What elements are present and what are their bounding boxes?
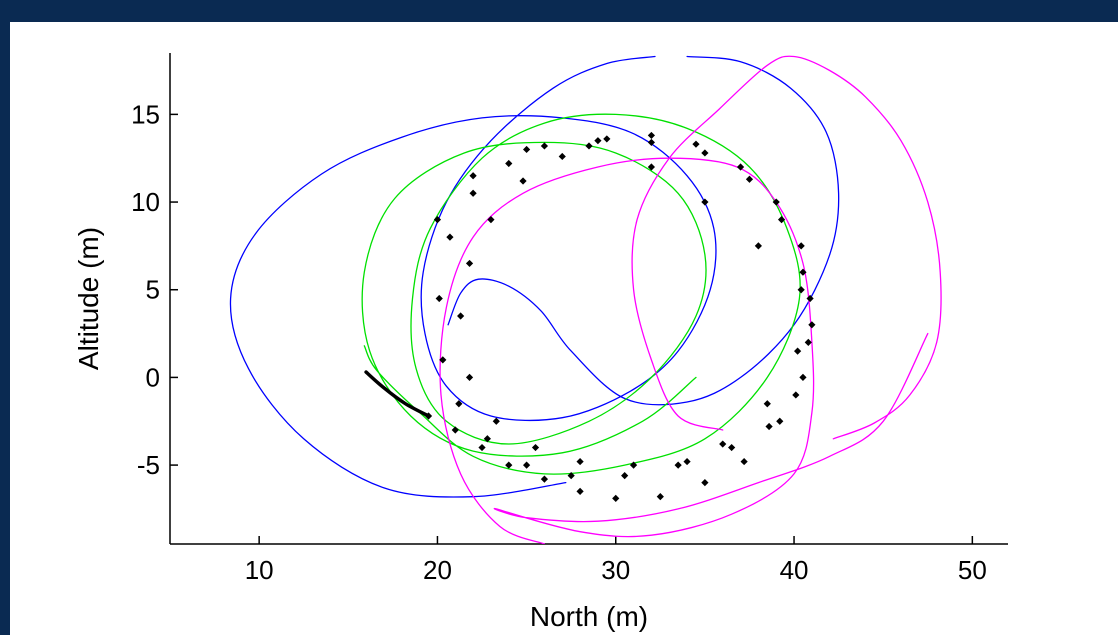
series-6-point [683, 457, 691, 466]
series-6-point [519, 177, 527, 185]
series-6-point [603, 135, 611, 143]
y-tick-label: 5 [146, 275, 160, 305]
series-6-point [612, 494, 620, 503]
y-tick-label: 10 [131, 187, 160, 217]
series-6-point [576, 457, 584, 466]
series-6-point [483, 435, 491, 443]
series-6-point [455, 400, 463, 408]
y-axis-label: Altitude (m) [73, 227, 104, 370]
series-6-point [446, 233, 454, 241]
series-6-point [558, 152, 566, 161]
series-3-line [439, 157, 929, 544]
series-5-line [364, 370, 431, 418]
series-6-point [629, 461, 638, 469]
trajectory-chart: 10 20 30 40 50 -5 0 5 10 15 North (m) Altitude (m… [73, 53, 1008, 632]
series-2-line [361, 113, 801, 475]
series-6-point [777, 215, 786, 224]
axes: 10 20 30 40 50 -5 0 5 10 15 [131, 53, 1008, 585]
series-6-point [451, 426, 459, 434]
x-tick-label: 20 [423, 555, 452, 585]
series-6-point [439, 356, 447, 364]
series-6-point [808, 321, 816, 329]
series-6-point [763, 400, 771, 408]
series-6-point [701, 198, 709, 206]
y-tick-label: 0 [146, 362, 160, 392]
series-6-point [656, 493, 664, 501]
x-tick-label: 30 [601, 555, 630, 585]
series-6-point [567, 472, 575, 480]
series-6-point [522, 461, 531, 469]
y-tick-label: 15 [131, 99, 160, 129]
series-6-point [701, 479, 709, 487]
series-4-line [631, 55, 942, 440]
series-6-point [621, 472, 629, 480]
series-6-point [594, 137, 602, 145]
series-6-point [674, 461, 682, 469]
x-tick-label: 40 [780, 555, 809, 585]
series-6-point [457, 312, 465, 320]
series-6-point [585, 142, 593, 150]
series-6-point [745, 175, 754, 183]
series-6-point [719, 440, 727, 448]
series-6-point [754, 242, 762, 250]
series-6-point [433, 215, 442, 224]
series-6-point [797, 286, 805, 294]
y-tick-label: -5 [137, 450, 160, 480]
series-6-point [806, 294, 814, 303]
series-6-point [728, 443, 736, 452]
x-tick-label: 10 [245, 555, 274, 585]
series-6-point [765, 422, 773, 431]
x-axis-label: North (m) [530, 601, 648, 632]
series-6-point [792, 391, 800, 399]
series-6-point [505, 159, 513, 168]
series-6-point [772, 198, 780, 206]
series-6-point [487, 215, 495, 224]
series-6-point [465, 373, 474, 382]
series-6-point [505, 461, 513, 469]
series-6-point [736, 163, 745, 171]
series-6-point [740, 457, 748, 466]
series-6-point [540, 475, 549, 483]
x-tick-label: 50 [958, 555, 987, 585]
series-6-point [576, 487, 584, 495]
series-6-point [647, 131, 656, 140]
series-6-point [647, 163, 656, 171]
series-6-point [469, 189, 477, 197]
series-6-point [692, 140, 700, 148]
series-6-point [701, 149, 709, 157]
series-6-point [465, 259, 474, 268]
series-6-point [492, 417, 500, 425]
series-6-point [540, 142, 549, 150]
series-6-point [797, 242, 805, 250]
series-6-point [799, 373, 807, 382]
series-layer [229, 55, 942, 544]
series-6-markers [424, 131, 816, 503]
series-6-point [804, 338, 812, 346]
series-6-point [776, 417, 784, 425]
series-6-point [794, 347, 802, 355]
series-0-line [229, 55, 717, 498]
series-6-point [469, 172, 477, 180]
figure-panel: 10 20 30 40 50 -5 0 5 10 15 North (m) Altitude (m… [10, 22, 1118, 635]
series-6-point [478, 443, 486, 452]
series-6-point [531, 443, 540, 452]
series-6-point [424, 412, 433, 420]
series-6-point [522, 145, 531, 154]
series-6-point [435, 294, 443, 303]
series-1-line [447, 55, 840, 406]
